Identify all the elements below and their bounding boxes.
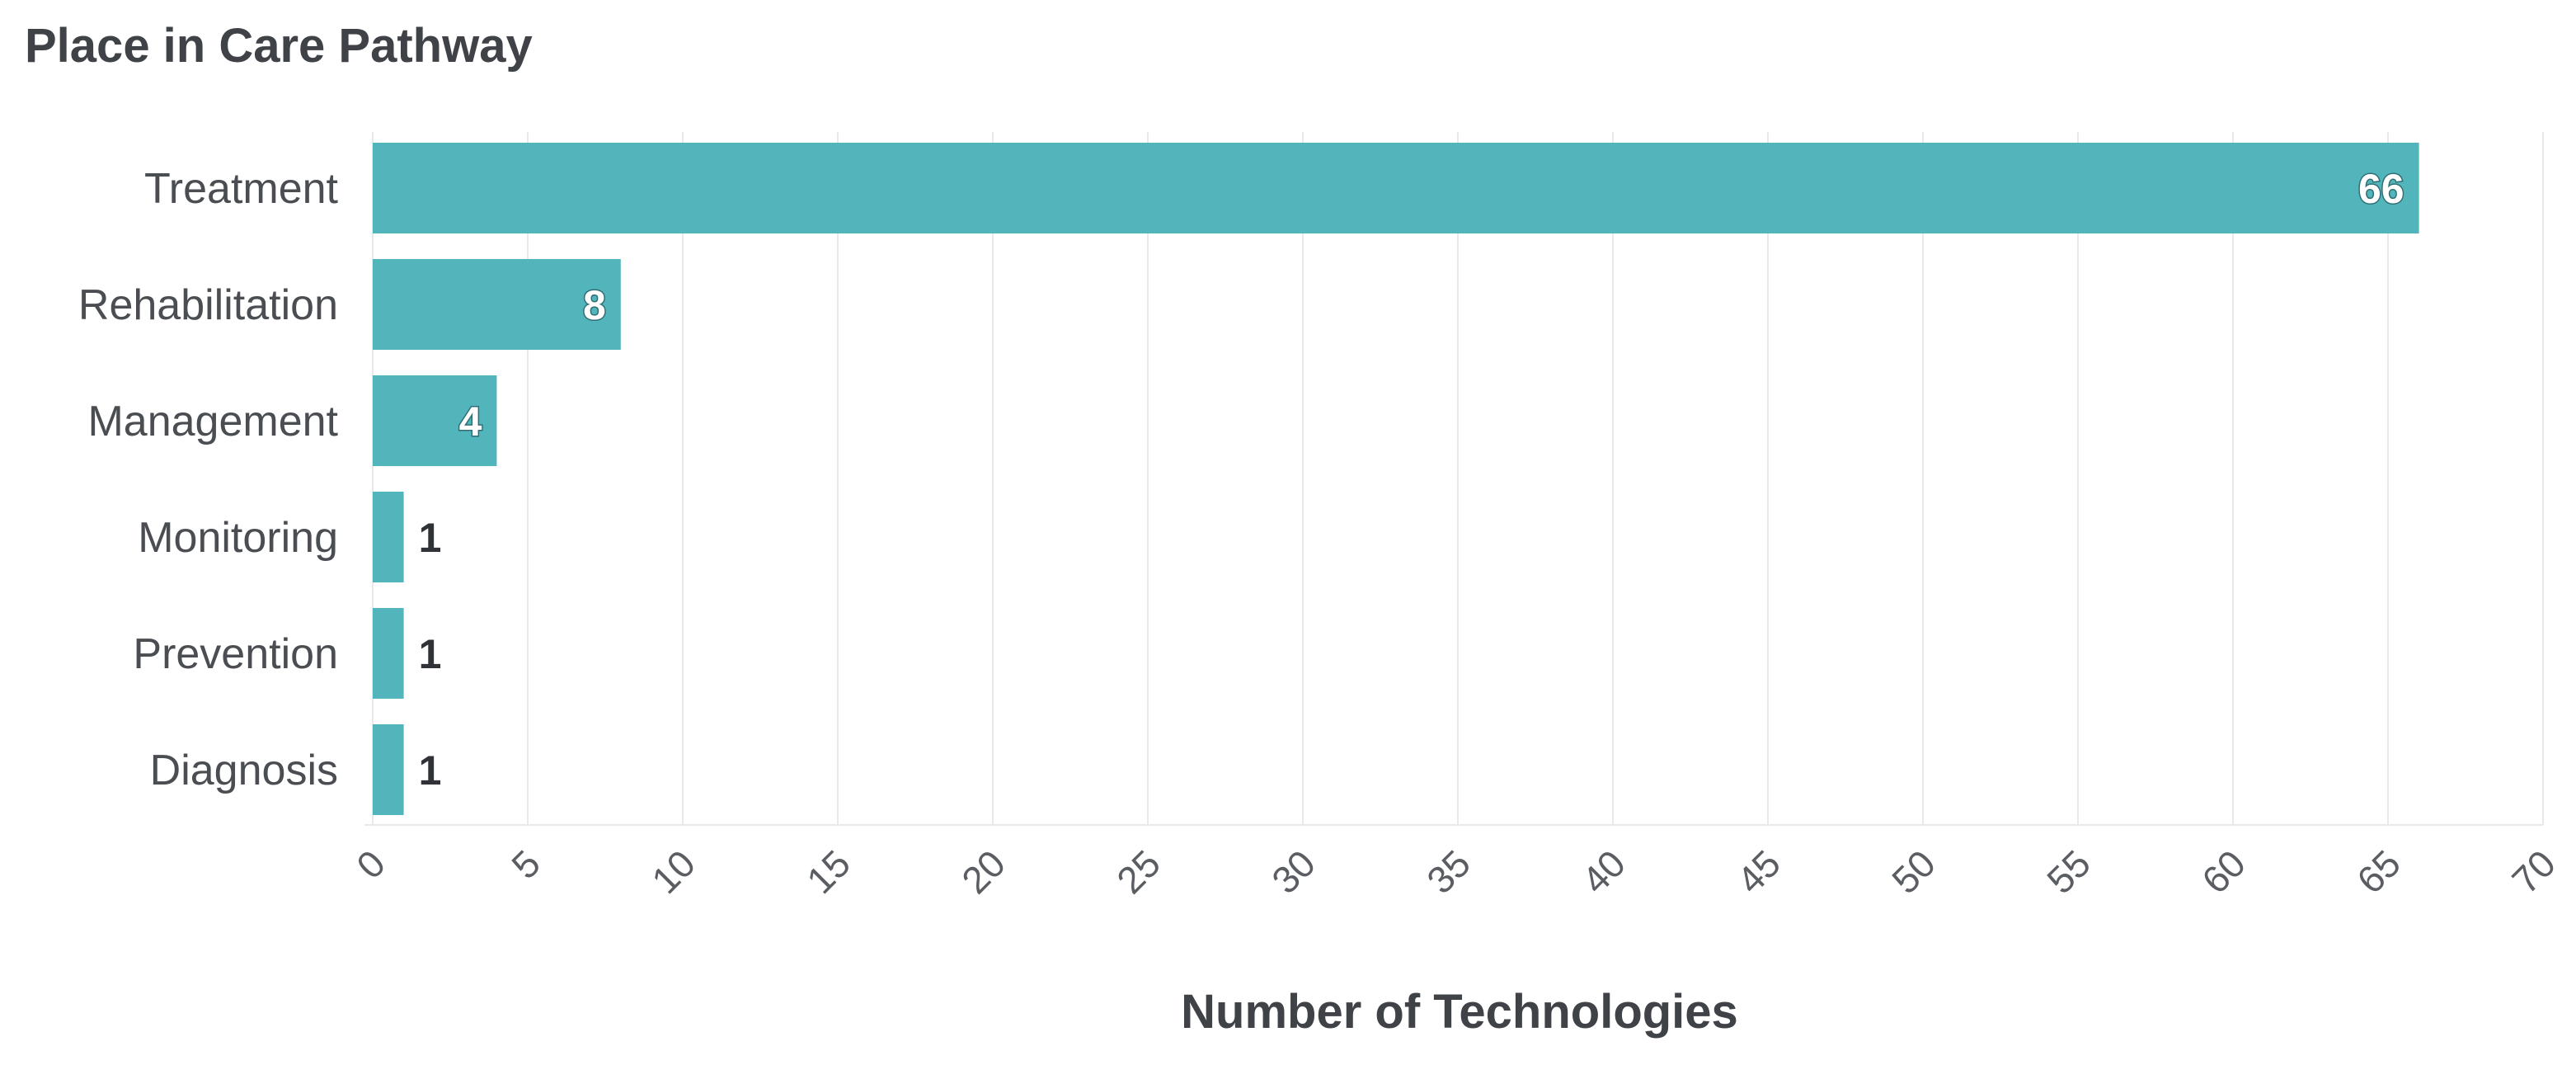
bar-treatment — [373, 143, 2419, 233]
x-tick-label: 45 — [1728, 841, 1789, 902]
data-label: 4 — [459, 398, 482, 445]
grid-lines — [364, 132, 2544, 826]
x-tick-label: 40 — [1573, 841, 1634, 902]
x-tick-label: 0 — [348, 841, 393, 887]
data-label: 1 — [419, 515, 442, 561]
x-tick-label: 20 — [953, 841, 1013, 902]
data-label: 8 — [583, 282, 606, 328]
x-tick-label: 65 — [2348, 841, 2409, 902]
chart-title: Place in Care Pathway — [25, 19, 533, 73]
category-label: Diagnosis — [150, 747, 338, 794]
bar-rehabilitation — [373, 259, 621, 350]
bars — [373, 143, 2419, 815]
bar-diagnosis — [373, 724, 404, 815]
category-label: Management — [87, 398, 338, 445]
bar-management — [373, 375, 497, 466]
data-label: 1 — [419, 747, 442, 794]
x-tick-label: 5 — [503, 841, 548, 887]
category-label: Prevention — [133, 630, 338, 678]
x-tick-label: 70 — [2503, 841, 2564, 902]
x-tick-label: 50 — [1883, 841, 1944, 902]
x-tick-label: 55 — [2038, 841, 2099, 902]
category-label: Treatment — [144, 165, 339, 213]
category-label: Rehabilitation — [78, 281, 338, 329]
category-label: Monitoring — [138, 514, 338, 562]
data-label: 1 — [419, 631, 442, 677]
x-axis-title: Number of Technologies — [1181, 985, 1738, 1039]
x-tick-label: 60 — [2193, 841, 2254, 902]
x-tick-label: 30 — [1263, 841, 1323, 902]
data-label: 66 — [2358, 166, 2404, 212]
x-tick-label: 15 — [798, 841, 858, 902]
x-tick-label: 35 — [1418, 841, 1478, 902]
bar-monitoring — [373, 492, 404, 582]
bar-prevention — [373, 608, 404, 699]
x-tick-label: 25 — [1108, 841, 1168, 902]
x-tick-label: 10 — [643, 841, 703, 902]
